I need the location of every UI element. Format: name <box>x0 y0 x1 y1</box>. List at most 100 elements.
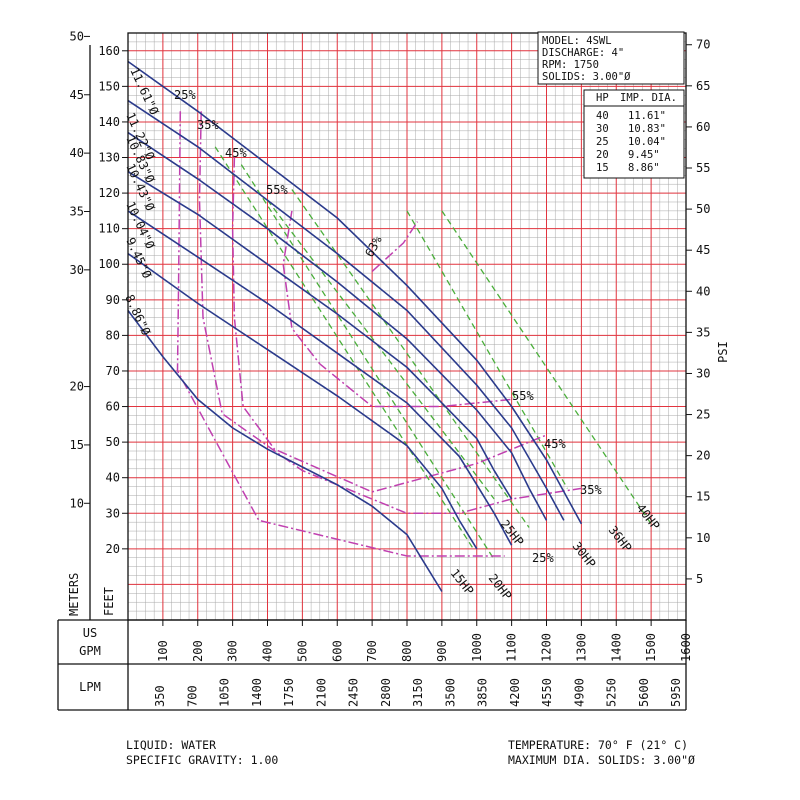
feet-tick-label: 90 <box>106 293 120 307</box>
hp-line-30hp <box>291 189 530 528</box>
feet-tick-label: 100 <box>98 257 120 271</box>
gpm-tick-label: 500 <box>295 640 309 662</box>
y-axis-title-feet: FEET <box>102 587 116 616</box>
lpm-tick-label: 5950 <box>669 678 683 707</box>
table-header-dia: IMP. DIA. <box>620 92 677 104</box>
psi-tick-label: 40 <box>696 284 710 298</box>
table-dia-value: 9.45" <box>628 149 660 161</box>
y-axis-title-meters: METERS <box>67 573 81 616</box>
gpm-tick-label: 600 <box>330 640 344 662</box>
psi-tick-label: 55 <box>696 161 710 175</box>
efficiency-label: 45% <box>544 437 566 451</box>
hp-line-label: 36HP <box>606 523 635 554</box>
hp-line-label: 15HP <box>448 566 477 597</box>
efficiency-label: 25% <box>174 88 196 102</box>
lpm-tick-label: 4200 <box>508 678 522 707</box>
meter-tick-label: 10 <box>70 496 84 510</box>
meter-tick-label: 15 <box>70 438 84 452</box>
info-box: MODEL: 4SWL DISCHARGE: 4" RPM: 1750 SOLI… <box>537 31 685 85</box>
lpm-tick-label: 1750 <box>282 678 296 707</box>
gpm-tick-label: 1200 <box>540 633 554 662</box>
x-axis-title-lpm: LPM <box>79 680 101 694</box>
gpm-tick-label: 1300 <box>574 633 588 662</box>
info-rpm: RPM: 1750 <box>542 59 599 71</box>
gpm-tick-label: 300 <box>226 640 240 662</box>
gpm-tick-label: 1600 <box>679 633 693 662</box>
chart-axes: 2030405060708090100110120130140150160101… <box>67 29 730 707</box>
table-hp-value: 30 <box>596 123 609 135</box>
psi-tick-label: 15 <box>696 490 710 504</box>
efficiency-curve-2 <box>231 157 547 493</box>
psi-tick-label: 65 <box>696 79 710 93</box>
meter-tick-label: 30 <box>70 263 84 277</box>
psi-tick-label: 5 <box>696 572 703 586</box>
impeller-curve-6 <box>127 310 443 592</box>
lpm-tick-label: 5250 <box>605 678 619 707</box>
x-axis-title-gpm: US <box>83 626 97 640</box>
impeller-diameter-label: 11.61"Ø <box>127 65 161 117</box>
lpm-tick-label: 2800 <box>379 678 393 707</box>
lpm-tick-label: 3500 <box>443 678 457 707</box>
efficiency-label: 55% <box>266 183 288 197</box>
x-axis-title-gpm: GPM <box>79 644 101 658</box>
feet-tick-label: 50 <box>106 435 120 449</box>
psi-tick-label: 30 <box>696 366 710 380</box>
gpm-tick-label: 900 <box>435 640 449 662</box>
y-axis-title-psi: PSI <box>716 341 730 363</box>
efficiency-label: 35% <box>580 483 602 497</box>
hp-line-label: 20HP <box>486 571 515 602</box>
impeller-diameter-label: 8.86"Ø <box>122 292 153 338</box>
psi-tick-label: 50 <box>696 202 710 216</box>
feet-tick-label: 150 <box>98 79 120 93</box>
hp-line-label: 40HP <box>634 501 663 532</box>
efficiency-curve-1 <box>198 111 582 515</box>
footer-liquid: LIQUID: WATER <box>126 738 217 752</box>
gpm-tick-label: 200 <box>191 640 205 662</box>
table-header-hp: HP <box>596 92 609 104</box>
efficiency-curves <box>176 111 582 557</box>
hp-line-36hp <box>406 210 568 489</box>
impeller-curves <box>127 60 583 592</box>
feet-tick-label: 20 <box>106 542 120 556</box>
impeller-curve-0 <box>127 60 583 525</box>
psi-tick-label: 60 <box>696 120 710 134</box>
footer-right: TEMPERATURE: 70° F (21° C) MAXIMUM DIA. S… <box>508 738 695 768</box>
meter-tick-label: 35 <box>70 204 84 218</box>
impeller-curve-5 <box>127 252 478 550</box>
footer-temperature: TEMPERATURE: 70° F (21° C) <box>508 738 689 752</box>
table-rows: 40 11.61" 30 10.83" 25 10.04" 20 9.45" 15 8.86" <box>596 110 666 174</box>
gpm-tick-label: 100 <box>156 640 170 662</box>
impeller-curve-3 <box>127 171 513 500</box>
gpm-tick-label: 400 <box>261 640 275 662</box>
hp-impeller-table: HP IMP. DIA. 40 11.61" 30 10.83" 25 10.04" 20 9… <box>583 89 685 179</box>
gpm-tick-label: 1000 <box>470 633 484 662</box>
footer-gravity: SPECIFIC GRAVITY: 1.00 <box>126 753 279 767</box>
table-dia-value: 11.61" <box>628 110 666 122</box>
lpm-tick-label: 2100 <box>314 678 328 707</box>
gpm-tick-label: 700 <box>365 640 379 662</box>
efficiency-label: 35% <box>197 118 219 132</box>
gpm-tick-label: 1400 <box>609 633 623 662</box>
efficiency-curve-3 <box>282 210 512 408</box>
impeller-curve-1 <box>127 99 565 521</box>
lpm-tick-label: 350 <box>153 685 167 707</box>
impeller-curve-4 <box>127 210 513 546</box>
feet-tick-label: 60 <box>106 400 120 414</box>
lpm-tick-label: 1400 <box>250 678 264 707</box>
feet-tick-label: 40 <box>106 471 120 485</box>
feet-tick-label: 130 <box>98 151 120 165</box>
footer-left: LIQUID: WATER SPECIFIC GRAVITY: 1.00 <box>126 738 278 768</box>
info-solids: SOLIDS: 3.00"Ø <box>542 71 631 83</box>
lpm-tick-label: 5600 <box>637 678 651 707</box>
efficiency-label: 25% <box>532 551 554 565</box>
psi-tick-label: 25 <box>696 408 710 422</box>
meter-tick-label: 45 <box>70 88 84 102</box>
psi-tick-label: 10 <box>696 531 710 545</box>
feet-tick-label: 160 <box>98 44 120 58</box>
table-dia-value: 8.86" <box>628 162 660 174</box>
feet-tick-label: 80 <box>106 328 120 342</box>
lpm-tick-label: 3850 <box>476 678 490 707</box>
efficiency-label: 45% <box>225 146 247 160</box>
table-dia-value: 10.83" <box>628 123 666 135</box>
lpm-tick-label: 4900 <box>572 678 586 707</box>
